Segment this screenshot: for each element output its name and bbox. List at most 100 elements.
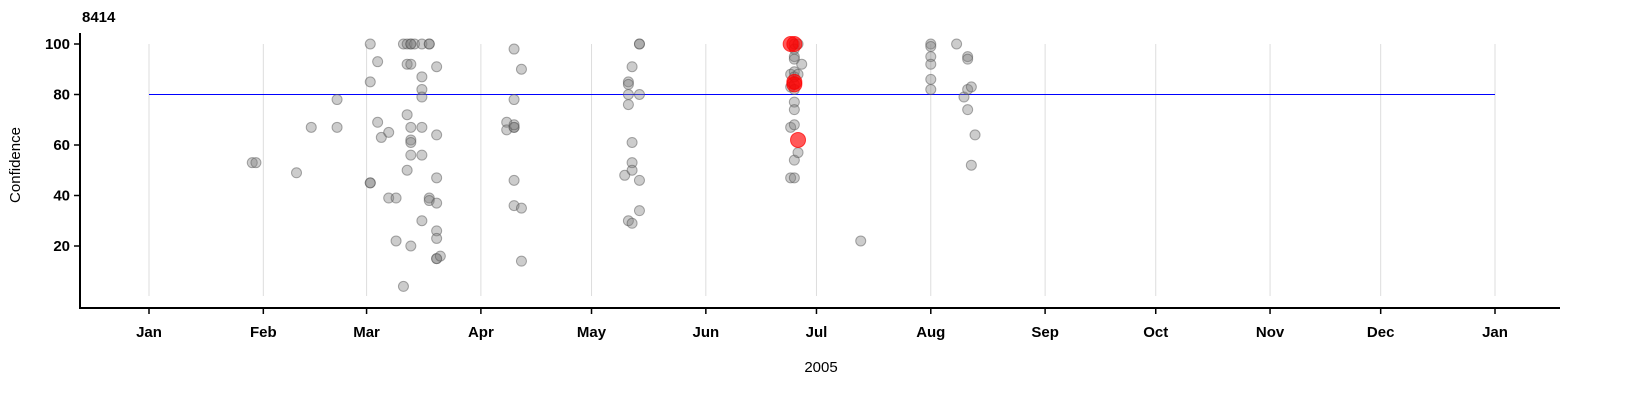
data-point [401, 58, 413, 70]
y-tick-label: 60 [53, 137, 70, 154]
data-point [792, 147, 804, 159]
data-point [405, 121, 417, 133]
data-point [416, 91, 428, 103]
x-tick-label: Jan [136, 324, 162, 341]
x-axis-label: 2005 [804, 359, 837, 376]
data-point [626, 164, 638, 176]
data-point [626, 217, 638, 229]
gridlines [148, 44, 1496, 296]
x-tick-label: Oct [1143, 324, 1168, 341]
data-point [383, 126, 395, 138]
x-tick-label: Jan [1482, 324, 1508, 341]
y-tick-label: 20 [53, 238, 70, 255]
data-point [246, 157, 258, 169]
data-point [626, 157, 638, 169]
data-point [331, 94, 343, 106]
data-point [508, 43, 520, 55]
data-point [925, 58, 937, 70]
data-point [416, 149, 428, 161]
data-point [390, 235, 402, 247]
data-point [508, 94, 520, 106]
data-point [431, 172, 443, 184]
data-point [925, 51, 937, 63]
data-point [925, 73, 937, 85]
data-point [785, 172, 797, 184]
x-axis-ticks: Jan Feb Mar Apr May Jun Jul Aug Sep Oct Nov Dec Jan [136, 308, 1508, 341]
data-point [962, 104, 974, 116]
data-point [305, 121, 317, 133]
data-point [397, 280, 409, 292]
y-tick-label: 40 [53, 188, 70, 205]
data-point [405, 38, 417, 50]
data-point [364, 76, 376, 88]
data-point [431, 61, 443, 73]
x-tick-label: Sep [1031, 324, 1059, 341]
data-point [969, 129, 981, 141]
data-point [431, 232, 443, 244]
data-point [390, 192, 402, 204]
x-tick-label: Apr [468, 324, 494, 341]
x-tick-label: Mar [353, 324, 380, 341]
data-point [431, 129, 443, 141]
data-point [515, 255, 527, 267]
data-point [416, 71, 428, 83]
data-point [965, 81, 977, 93]
data-point [434, 250, 446, 262]
x-tick-label: Jun [693, 324, 720, 341]
data-point [626, 61, 638, 73]
data-point [401, 164, 413, 176]
data-point [626, 136, 638, 148]
data-point [951, 38, 963, 50]
data-point [431, 197, 443, 209]
chart-title: 8414 [82, 9, 116, 26]
data-point [619, 169, 631, 181]
data-point [372, 116, 384, 128]
data-point [375, 131, 387, 143]
x-tick-label: Aug [916, 324, 945, 341]
data-point [405, 240, 417, 252]
data-point [925, 41, 937, 53]
data-point [633, 174, 645, 186]
x-tick-label: Feb [250, 324, 277, 341]
data-point [633, 89, 645, 100]
data-point [788, 96, 800, 108]
data-point [431, 225, 443, 237]
data-point [622, 89, 634, 100]
data-point [331, 121, 343, 133]
x-tick-label: Dec [1367, 324, 1395, 341]
data-point [962, 51, 974, 63]
data-point [405, 136, 417, 148]
data-point [423, 192, 435, 204]
highlighted-point [786, 36, 803, 52]
data-point [788, 104, 800, 116]
data-point [788, 119, 800, 131]
data-point [372, 56, 384, 68]
data-point [250, 157, 262, 169]
data-point [291, 167, 303, 179]
data-point [788, 172, 800, 184]
y-axis-label: Confidence [7, 127, 24, 203]
data-point [633, 205, 645, 217]
data-point [405, 58, 417, 70]
data-point [416, 121, 428, 133]
y-axis-ticks: 20 40 60 80 100 [45, 36, 80, 255]
data-point [622, 78, 634, 90]
y-tick-label: 80 [53, 87, 70, 104]
data-point [401, 109, 413, 121]
data-point [416, 215, 428, 227]
data-point [405, 134, 417, 146]
data-point [622, 76, 634, 88]
data-point [788, 53, 800, 65]
data-point [405, 149, 417, 161]
data-point [508, 121, 520, 133]
data-point [515, 63, 527, 75]
data-point [423, 38, 435, 50]
data-point [633, 38, 645, 50]
x-tick-label: May [577, 324, 607, 341]
data-point [508, 119, 520, 131]
data-point [965, 159, 977, 171]
data-point [364, 177, 376, 189]
highlighted-point [790, 131, 807, 148]
x-tick-label: Nov [1256, 324, 1285, 341]
data-point [855, 235, 867, 247]
